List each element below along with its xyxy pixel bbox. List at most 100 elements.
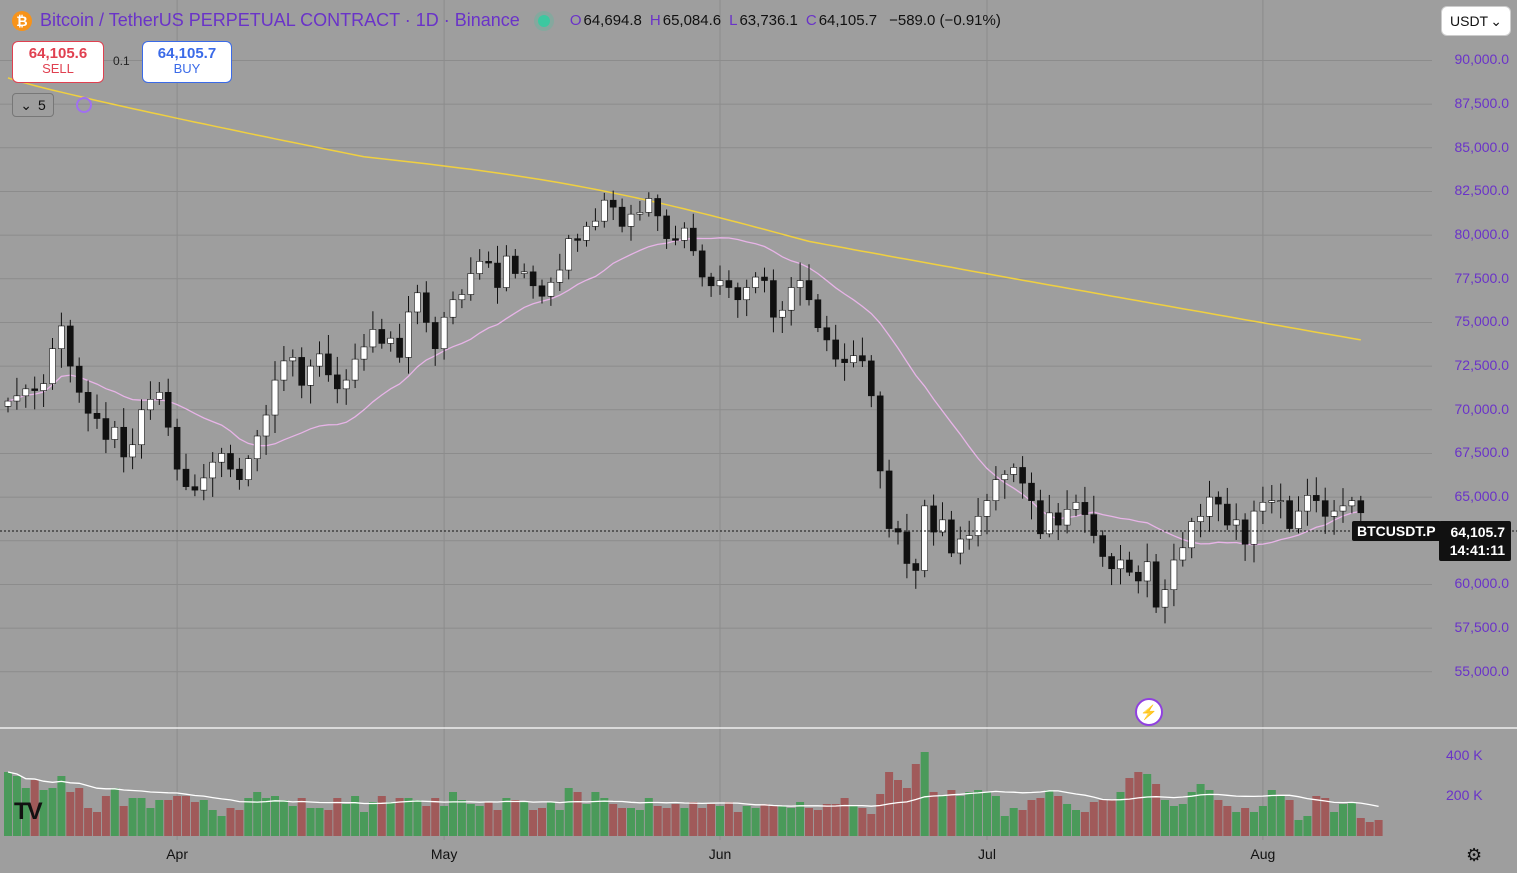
candle (565, 234, 573, 280)
candle (156, 382, 163, 405)
candle-body (307, 365, 314, 386)
volume-bar (84, 808, 93, 836)
candle (636, 200, 644, 221)
candle-body (583, 226, 590, 241)
candle (1072, 494, 1080, 517)
buy-button[interactable]: 64,105.7 BUY (142, 41, 232, 83)
candle (1054, 503, 1062, 541)
candle (1224, 487, 1231, 530)
volume-bar (1134, 772, 1143, 836)
candle (734, 282, 742, 318)
candle-body (1268, 500, 1276, 503)
currency-select[interactable]: USDT ⌄ (1441, 6, 1511, 36)
volume-bar (1294, 820, 1303, 836)
volume-bar (66, 792, 75, 836)
candle (832, 324, 840, 367)
candle-body (1161, 589, 1169, 608)
candle (200, 464, 208, 501)
candle-body (672, 238, 679, 241)
candle-body (22, 388, 30, 397)
candle (414, 284, 421, 325)
candle (778, 301, 786, 333)
price-tick-label: 60,000.0 (1454, 575, 1510, 592)
candle-body (511, 255, 519, 274)
volume-bar (707, 804, 716, 836)
candle (147, 381, 154, 420)
volume-bar (858, 808, 867, 836)
volume-bar (1054, 796, 1063, 836)
lightning-icon[interactable]: ⚡ (1135, 698, 1163, 726)
volume-bar (484, 802, 493, 836)
candle (1135, 565, 1142, 594)
candle-body (494, 262, 501, 288)
candle-body (859, 355, 866, 362)
candle (1232, 503, 1240, 540)
indicators-toggle-button[interactable]: ⌄ 5 (12, 93, 54, 117)
candle (298, 347, 306, 399)
candle-body (414, 292, 421, 313)
candle-body (645, 198, 653, 213)
candle (1099, 530, 1106, 567)
sell-button[interactable]: 64,105.6 SELL (12, 41, 104, 83)
candle-body (182, 468, 190, 487)
candle-body (1241, 519, 1249, 545)
candle-body (1357, 500, 1365, 514)
candle (1295, 496, 1302, 534)
candle-body (1295, 510, 1302, 529)
candle-body (1348, 500, 1356, 507)
symbol-title[interactable]: Bitcoin / TetherUS PERPETUAL CONTRACT · … (40, 10, 520, 30)
candle-body (1054, 512, 1062, 526)
candle (387, 331, 395, 352)
candle (1206, 480, 1213, 532)
volume-bar (226, 808, 235, 836)
indicator-circle-icon[interactable] (76, 97, 92, 113)
candle (1321, 487, 1329, 534)
candle-body (58, 325, 65, 349)
candle-body (547, 281, 555, 297)
candle (67, 319, 74, 383)
volume-bar (965, 792, 974, 836)
candle-body (164, 392, 172, 428)
candle (173, 418, 181, 481)
volume-bar (1018, 810, 1027, 836)
volume-bar (164, 800, 173, 836)
candle-body (627, 213, 635, 227)
candle (307, 359, 314, 404)
volume-bar (991, 796, 1000, 836)
volume-bar (929, 792, 938, 836)
volume-bar (1276, 796, 1285, 836)
candle (31, 376, 39, 410)
candle-body (75, 365, 83, 393)
candle-body (965, 535, 973, 540)
volume-bar (1072, 810, 1080, 836)
candle-body (280, 360, 288, 381)
price-tick-label: 65,000.0 (1454, 488, 1510, 505)
volume-bar (1267, 790, 1276, 836)
time-tick-label: Jun (708, 846, 732, 862)
candle-body (342, 379, 350, 390)
tradingview-logo[interactable]: TV (14, 798, 43, 825)
volume-bar (511, 800, 520, 836)
volume-bar (600, 798, 609, 836)
candle-body (209, 461, 216, 479)
settings-gear-icon[interactable]: ⚙ (1466, 845, 1483, 865)
candle (583, 221, 590, 247)
volume-bar (1125, 778, 1134, 836)
candle-body (734, 287, 742, 301)
volume-bar (591, 792, 600, 836)
candle (859, 337, 866, 367)
candle (1188, 517, 1195, 559)
candle (1019, 456, 1026, 499)
price-tick-label: 90,000.0 (1454, 51, 1510, 68)
indicator-count: 5 (37, 97, 46, 113)
candle (49, 338, 56, 390)
volume-bar (475, 806, 484, 836)
volume-bar (938, 796, 947, 836)
candle (965, 520, 973, 550)
candle (449, 291, 457, 325)
candle (1081, 486, 1089, 533)
volume-bar (840, 798, 849, 836)
candle-body (218, 453, 225, 463)
volume-bar (1107, 800, 1116, 836)
